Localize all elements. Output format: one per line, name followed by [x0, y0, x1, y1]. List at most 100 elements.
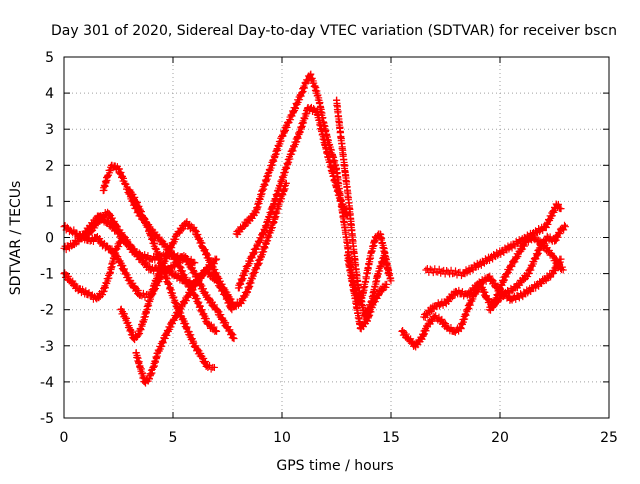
x-axis-label: GPS time / hours: [276, 458, 393, 474]
data-point-fill: [412, 333, 425, 351]
data-point-fill: [368, 233, 379, 255]
data-point-fill: [423, 265, 465, 280]
data-point-fill: [109, 162, 121, 174]
y-tick-label: 0: [45, 231, 54, 247]
data-point-fill: [337, 134, 349, 176]
data-point-fill: [381, 252, 395, 283]
data-point-fill: [126, 186, 139, 206]
series-arc-17: [422, 200, 565, 280]
data-point-fill: [525, 254, 538, 277]
data-point-fill: [93, 232, 107, 250]
series-arc-10: [234, 103, 351, 292]
series-arc-11: [224, 179, 290, 311]
data-point-fill: [261, 203, 277, 235]
data-point: [230, 335, 238, 343]
data-point-fill: [263, 219, 277, 245]
data-point-fill: [270, 177, 286, 208]
data-point-fill: [432, 298, 448, 311]
data-point-fill: [346, 205, 358, 255]
x-tick-label: 20: [491, 430, 509, 446]
data-point-fill: [530, 275, 547, 292]
data-point-fill: [145, 227, 159, 252]
data-point: [559, 266, 567, 274]
series-arc-9: [232, 70, 393, 306]
data-point-fill: [100, 270, 113, 295]
data-point-fill: [322, 144, 338, 185]
y-axis-label: SDTVAR / TECUs: [8, 181, 24, 296]
data-point-fill: [139, 213, 153, 235]
data-point-fill: [252, 225, 268, 253]
data-point: [213, 327, 221, 335]
data-point-fill: [313, 108, 329, 149]
data-point-fill: [333, 96, 345, 141]
data-point-fill: [154, 334, 168, 355]
data-point-fill: [191, 267, 209, 290]
data-point-fill: [270, 197, 283, 226]
series-arc-12: [333, 96, 395, 321]
data-point-fill: [191, 292, 205, 315]
data-point-fill: [259, 170, 272, 193]
data-point-fill: [355, 284, 369, 319]
data-point-fill: [363, 249, 375, 277]
data-point-fill: [224, 323, 237, 342]
plot-frame: [63, 56, 610, 419]
data-point-fill: [161, 318, 176, 342]
series-arc-14: [398, 233, 567, 351]
series-arc-2: [60, 234, 127, 303]
data-point-fill: [558, 221, 569, 234]
x-tick-label: 15: [382, 430, 400, 446]
data-point: [213, 255, 221, 263]
series-arc-15: [420, 255, 565, 322]
data-point-fill: [61, 240, 76, 254]
y-tick-label: 1: [45, 194, 54, 210]
data-point-fill: [106, 245, 120, 277]
y-tick-label: -3: [40, 339, 54, 355]
data-point-fill: [191, 226, 207, 252]
data-point-fill: [370, 287, 384, 306]
data-point-fill: [265, 152, 279, 174]
data-point-fill: [460, 222, 549, 278]
data-point-fill: [257, 239, 270, 261]
data-point-fill: [198, 306, 211, 328]
y-tick-label: -1: [40, 267, 54, 283]
data-point-fill: [464, 280, 481, 299]
data-point-fill: [464, 292, 477, 313]
data-point-fill: [418, 322, 432, 343]
data-point-fill: [139, 308, 150, 326]
data-point-fill: [132, 199, 146, 219]
data-point-fill: [508, 290, 525, 304]
data-point-fill: [74, 285, 87, 297]
y-tick-label: -4: [40, 375, 54, 391]
data-point-fill: [250, 256, 264, 276]
y-tick-label: -5: [40, 411, 54, 427]
data-point: [191, 259, 199, 267]
data-point-fill: [324, 136, 336, 158]
y-tick-label: 2: [45, 158, 54, 174]
data-point-fill: [165, 230, 181, 255]
data-point-fill: [538, 232, 551, 250]
data-point-fill: [337, 196, 351, 218]
x-tick-label: 25: [600, 430, 618, 446]
data-point: [210, 363, 218, 371]
data-point-fill: [126, 277, 144, 299]
data-point-fill: [376, 230, 388, 255]
data-point-fill: [246, 207, 259, 225]
data-point-fill: [499, 287, 512, 301]
data-point: [282, 179, 290, 187]
data-point: [383, 280, 391, 288]
data-point-fill: [244, 245, 259, 270]
data-point: [561, 223, 569, 231]
data-point-fill: [357, 315, 370, 333]
data-point-fill: [272, 133, 286, 158]
y-tick-label: -2: [40, 303, 54, 319]
data-point-fill: [115, 165, 129, 188]
data-point-fill: [185, 328, 198, 351]
data-point: [557, 255, 565, 263]
series-arc-6: [117, 218, 231, 344]
data-point-fill: [329, 151, 340, 174]
y-tick-label: 3: [45, 122, 54, 138]
data-point-fill: [174, 220, 189, 237]
data-point-fill: [148, 276, 159, 299]
